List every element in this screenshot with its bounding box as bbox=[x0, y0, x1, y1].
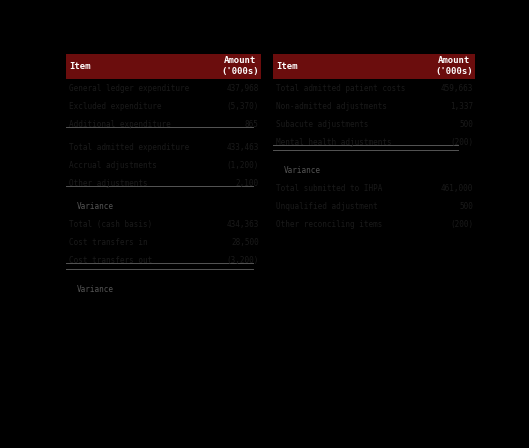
FancyBboxPatch shape bbox=[66, 54, 253, 78]
Text: 459,663: 459,663 bbox=[441, 84, 473, 93]
Text: Amount
('000s): Amount ('000s) bbox=[221, 56, 259, 76]
Text: 461,000: 461,000 bbox=[441, 184, 473, 193]
Text: Accrual adjustments: Accrual adjustments bbox=[69, 161, 157, 170]
Text: Total submitted to IHPA: Total submitted to IHPA bbox=[277, 184, 383, 193]
Text: Total admitted patient costs: Total admitted patient costs bbox=[277, 84, 406, 93]
Text: Item: Item bbox=[69, 62, 91, 71]
Text: Total (cash basis): Total (cash basis) bbox=[69, 220, 153, 229]
FancyBboxPatch shape bbox=[273, 54, 458, 78]
Text: 1,337: 1,337 bbox=[450, 102, 473, 111]
Text: Variance: Variance bbox=[76, 202, 113, 211]
Text: (5,370): (5,370) bbox=[226, 102, 259, 111]
Text: General ledger expenditure: General ledger expenditure bbox=[69, 84, 190, 93]
FancyBboxPatch shape bbox=[458, 54, 475, 78]
Text: Other reconciling items: Other reconciling items bbox=[277, 220, 383, 229]
Text: 437,968: 437,968 bbox=[226, 84, 259, 93]
Text: 2,100: 2,100 bbox=[236, 179, 259, 188]
Text: (3,200): (3,200) bbox=[226, 256, 259, 265]
FancyBboxPatch shape bbox=[253, 54, 261, 78]
Text: 434,363: 434,363 bbox=[226, 220, 259, 229]
Text: Other adjustments: Other adjustments bbox=[69, 179, 148, 188]
Text: Non-admitted adjustments: Non-admitted adjustments bbox=[277, 102, 387, 111]
Text: Item: Item bbox=[277, 62, 298, 71]
Text: Mental health adjustments: Mental health adjustments bbox=[277, 138, 392, 146]
Text: (200): (200) bbox=[450, 220, 473, 229]
Text: Unqualified adjustment: Unqualified adjustment bbox=[277, 202, 378, 211]
Text: Cost transfers out: Cost transfers out bbox=[69, 256, 153, 265]
Text: 865: 865 bbox=[245, 120, 259, 129]
Text: Additional expenditure: Additional expenditure bbox=[69, 120, 171, 129]
Text: Excluded expenditure: Excluded expenditure bbox=[69, 102, 162, 111]
Text: Cost transfers in: Cost transfers in bbox=[69, 238, 148, 247]
Text: Variance: Variance bbox=[76, 284, 113, 294]
Text: 500: 500 bbox=[459, 120, 473, 129]
Text: Amount
('000s): Amount ('000s) bbox=[435, 56, 473, 76]
Text: (1,200): (1,200) bbox=[226, 161, 259, 170]
Text: 28,500: 28,500 bbox=[231, 238, 259, 247]
Text: Subacute adjustments: Subacute adjustments bbox=[277, 120, 369, 129]
Text: Variance: Variance bbox=[284, 166, 321, 175]
Text: 433,463: 433,463 bbox=[226, 143, 259, 152]
Text: Total admitted expenditure: Total admitted expenditure bbox=[69, 143, 190, 152]
Text: (200): (200) bbox=[450, 138, 473, 146]
Text: 500: 500 bbox=[459, 202, 473, 211]
